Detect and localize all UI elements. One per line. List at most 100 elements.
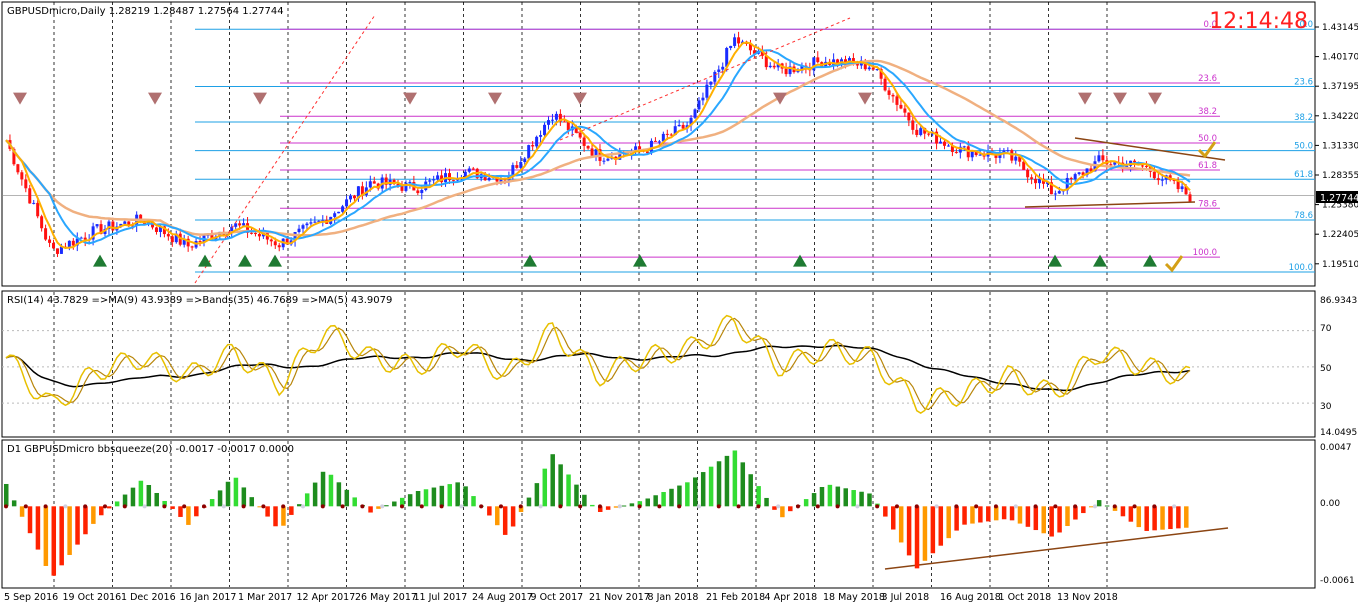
rsi-y-axis: 86.9343 70 50 30 14.0495 (1320, 296, 1357, 438)
squeeze-bar (487, 506, 492, 516)
squeeze-bar (1136, 506, 1142, 528)
candle-body (784, 68, 788, 75)
squeeze-bar (621, 505, 627, 507)
squeeze-dot (459, 504, 464, 509)
candle-body (1144, 165, 1148, 167)
squeeze-dot (677, 504, 682, 509)
candle-body (867, 67, 871, 70)
squeeze-bar (1184, 506, 1189, 528)
squeeze-bar (574, 484, 579, 507)
squeeze-dot (1073, 504, 1078, 509)
candle-body (511, 165, 515, 177)
candle-body (554, 113, 558, 120)
candle-body (954, 151, 958, 153)
squeeze-dot (518, 504, 523, 509)
squeeze-bar (502, 506, 508, 535)
squeeze-bar (297, 504, 302, 507)
squeeze-bar (986, 506, 991, 522)
squeeze-dot (1053, 504, 1058, 509)
candle-body (313, 221, 317, 223)
squeeze-bar (962, 506, 967, 525)
x-tick-label: 21 Nov 2017 (589, 592, 650, 603)
squeeze-bar (209, 499, 215, 507)
squeeze-dot (23, 504, 28, 509)
buy-arrow-icon (268, 254, 282, 267)
squeeze-bar (732, 450, 738, 507)
candle-body (20, 172, 24, 180)
candle-body (111, 221, 115, 231)
candle-body (40, 216, 44, 229)
candle-body (1081, 172, 1085, 176)
squeeze-panel-frame[interactable] (1, 439, 1316, 589)
fib-magenta-label: 0.0 (1203, 20, 1217, 30)
squeeze-dot (993, 504, 998, 509)
squeeze-bar (225, 481, 231, 507)
candle-body (368, 181, 372, 188)
x-tick-label: 5 Sep 2016 (4, 592, 58, 603)
squeeze-header: D1 GBPUSDmicro bbsqueeze(20) -0.0017 -0.… (7, 444, 294, 455)
candle-body (451, 180, 455, 182)
candle-body (887, 90, 891, 95)
last-price-box (1316, 191, 1358, 203)
candle-body (1085, 168, 1089, 176)
candle-body (139, 214, 143, 221)
squeeze-bar (898, 506, 904, 543)
squeeze-bar (170, 506, 175, 509)
squeeze-bar (970, 506, 975, 524)
candle-body (1073, 174, 1077, 180)
squeeze-dot (439, 504, 444, 509)
squeeze-dot (479, 504, 484, 509)
squeeze-dot (756, 504, 761, 509)
squeeze-bar (423, 489, 429, 507)
candle-body (958, 146, 962, 153)
fib-magenta-label: 38.2 (1198, 107, 1217, 117)
squeeze-bar (392, 501, 397, 507)
candle-body (879, 69, 883, 79)
candle-body (341, 206, 345, 212)
sell-arrow-icon (1113, 92, 1127, 105)
squeeze-dot (162, 504, 167, 509)
candle-body (721, 66, 725, 70)
candle-body (701, 97, 705, 101)
sell-arrow-icon (13, 92, 27, 105)
candle-body (71, 240, 75, 246)
squeeze-bar (803, 499, 809, 507)
squeeze-bar (653, 495, 658, 507)
squeeze-y-tick-label: 0.00 (1320, 499, 1340, 509)
squeeze-bar (954, 506, 959, 531)
rsi-ma-line (5, 317, 1191, 411)
rsi-y-tick-label: 30 (1320, 402, 1332, 412)
fib-magenta-label: 23.6 (1198, 74, 1217, 84)
squeeze-dot (380, 504, 385, 509)
candle-body (400, 186, 404, 191)
candle-body (978, 154, 982, 156)
squeeze-bar (162, 500, 167, 507)
squeeze-bar (938, 506, 944, 546)
squeeze-dot (498, 504, 503, 509)
rsi-header: RSI(14) 43.7829 =>MA(9) 43.9389 =>Bands(… (7, 295, 392, 306)
candle-body (107, 221, 111, 229)
candle-body (1034, 178, 1038, 184)
candle-body (550, 119, 554, 121)
squeeze-trendline (884, 527, 1229, 570)
candle-body (269, 239, 273, 242)
squeeze-bar (1081, 506, 1086, 514)
buy-arrow-icon (1093, 254, 1107, 267)
squeeze-bar (669, 488, 674, 507)
candle-body (935, 131, 939, 144)
squeeze-dot (63, 504, 68, 509)
candle-body (297, 228, 301, 233)
squeeze-bar (265, 506, 270, 517)
main-panel-frame[interactable] (1, 1, 1316, 287)
squeeze-bar (336, 482, 342, 507)
candle-body (432, 179, 436, 181)
fib-blue-label: 23.6 (1294, 77, 1313, 87)
candle-body (725, 48, 729, 67)
squeeze-bar (328, 474, 334, 507)
candle-body (127, 221, 131, 226)
squeeze-bar (146, 485, 152, 507)
squeeze-bar (867, 493, 872, 507)
rsi-panel-frame[interactable] (1, 290, 1316, 438)
squeeze-bar (138, 480, 144, 507)
